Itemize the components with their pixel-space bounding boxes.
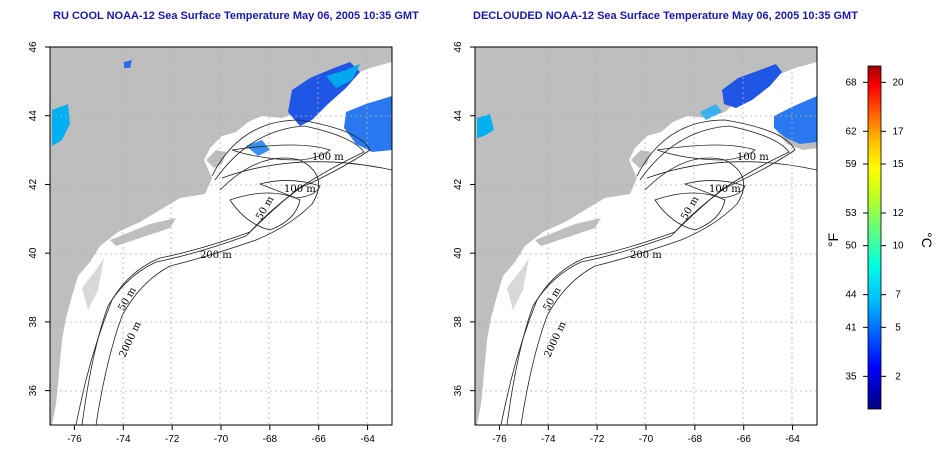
left-contour-label-100m-north: 100 m bbox=[312, 152, 344, 163]
left-sst-scotian bbox=[344, 96, 392, 152]
colorbar-fahrenheit-tick-label: 62 bbox=[845, 126, 857, 137]
left-contour-label-100m-south: 100 m bbox=[284, 184, 316, 195]
right-lat-tick-label: 42 bbox=[453, 178, 464, 190]
left-lon-tick-label: -70 bbox=[214, 434, 229, 445]
left-sst-inlet bbox=[124, 60, 132, 68]
right-lon-tick-label: -74 bbox=[541, 434, 556, 445]
colorbar-ticks: 68 20 62 17 59 15 53 12 50 10 44 7 41 5 35 2 bbox=[845, 77, 904, 382]
left-bathymetry-contours bbox=[75, 119, 392, 425]
right-lon-tick-label: -70 bbox=[639, 434, 654, 445]
right-lat-tick-label: 36 bbox=[453, 385, 464, 397]
left-lat-tick-label: 42 bbox=[28, 178, 39, 190]
right-lon-tick-label: -68 bbox=[688, 434, 703, 445]
colorbar-celsius-tick-label: 12 bbox=[892, 208, 904, 219]
right-lat-tick-label: 40 bbox=[453, 247, 464, 259]
right-contour-label-200m: 200 m bbox=[630, 250, 662, 261]
left-sst-northwest bbox=[52, 104, 70, 146]
colorbar: 68 20 62 17 59 15 53 12 50 10 44 7 41 5 35 2 °F °C bbox=[825, 65, 935, 410]
right-contour-label-100m-south: 100 m bbox=[709, 184, 741, 195]
colorbar-celsius-tick-label: 5 bbox=[895, 322, 901, 333]
left-lat-tick-label: 44 bbox=[28, 110, 39, 122]
colorbar-celsius-tick-label: 10 bbox=[892, 241, 904, 252]
right-gridlines bbox=[475, 47, 817, 425]
right-lat-tick-label: 44 bbox=[453, 110, 464, 122]
colorbar-celsius-label: °C bbox=[919, 232, 935, 248]
left-lat-tick-label: 38 bbox=[28, 316, 39, 328]
left-chesapeake-bay bbox=[70, 290, 82, 340]
left-lon-tick-label: -66 bbox=[311, 434, 326, 445]
left-lon-tick-label: -74 bbox=[116, 434, 131, 445]
left-contour-label-200m: 200 m bbox=[200, 250, 232, 261]
right-chesapeake-bay bbox=[495, 290, 507, 340]
right-lon-tick-label: -64 bbox=[785, 434, 800, 445]
left-lon-tick-label: -64 bbox=[360, 434, 375, 445]
left-sst-bay-of-fundy bbox=[326, 64, 360, 88]
left-lon-tick-label: -68 bbox=[263, 434, 278, 445]
left-panel-title: RU COOL NOAA-12 Sea Surface Temperature … bbox=[53, 10, 419, 22]
left-land-delmarva bbox=[82, 258, 104, 310]
right-sst-gulf-of-maine bbox=[722, 64, 782, 108]
left-land-long-island bbox=[110, 218, 176, 246]
right-sst-northwest bbox=[477, 114, 494, 138]
right-bathymetry-contours bbox=[500, 119, 817, 425]
right-lat-tick-label: 38 bbox=[453, 316, 464, 328]
left-sst-georges bbox=[246, 140, 270, 156]
colorbar-fahrenheit-tick-label: 44 bbox=[845, 290, 857, 301]
right-lat-tick-label: 46 bbox=[453, 41, 464, 53]
right-land-cape-cod bbox=[631, 150, 651, 168]
colorbar-celsius-tick-label: 15 bbox=[892, 159, 904, 170]
colorbar-fahrenheit-tick-label: 50 bbox=[845, 241, 857, 252]
left-lat-tick-label: 46 bbox=[28, 41, 39, 53]
right-land-delmarva bbox=[507, 258, 529, 310]
right-lon-tick-label: -72 bbox=[590, 434, 605, 445]
left-land-mass bbox=[50, 47, 392, 425]
left-lon-tick-label: -76 bbox=[67, 434, 82, 445]
right-map-panel: 100 m 100 m 50 m 200 m 50 m 2000 m -76 -7… bbox=[453, 41, 818, 445]
left-map-panel: 100 m 100 m 50 m 200 m 50 m 2000 m -76 -7… bbox=[28, 41, 393, 445]
right-contour-label-100m-north: 100 m bbox=[737, 152, 769, 163]
colorbar-celsius-tick-label: 20 bbox=[892, 77, 904, 88]
colorbar-gradient bbox=[867, 65, 882, 410]
colorbar-celsius-tick-label: 7 bbox=[895, 290, 901, 301]
right-lon-tick-label: -66 bbox=[736, 434, 751, 445]
right-land-long-island bbox=[535, 218, 601, 246]
left-lat-tick-label: 40 bbox=[28, 247, 39, 259]
colorbar-celsius-tick-label: 2 bbox=[895, 371, 901, 382]
left-axis-ticks: -76 -74 -72 -70 -68 -66 -64 46 44 42 40 38 36 bbox=[28, 41, 375, 445]
right-sst-scotian bbox=[774, 96, 817, 144]
right-lon-tick-label: -76 bbox=[492, 434, 507, 445]
colorbar-fahrenheit-tick-label: 53 bbox=[845, 208, 857, 219]
colorbar-fahrenheit-tick-label: 59 bbox=[845, 159, 857, 170]
right-axis-ticks: -76 -74 -72 -70 -68 -66 -64 46 44 42 40 38 36 bbox=[453, 41, 800, 445]
colorbar-fahrenheit-tick-label: 41 bbox=[845, 322, 857, 333]
left-gridlines bbox=[50, 47, 392, 425]
left-lat-tick-label: 36 bbox=[28, 385, 39, 397]
colorbar-celsius-tick-label: 17 bbox=[892, 126, 904, 137]
colorbar-fahrenheit-tick-label: 35 bbox=[845, 371, 857, 382]
colorbar-fahrenheit-tick-label: 68 bbox=[845, 77, 857, 88]
left-lon-tick-label: -72 bbox=[165, 434, 180, 445]
left-land-cape-cod bbox=[206, 150, 226, 168]
right-land-mass bbox=[475, 47, 817, 425]
colorbar-fahrenheit-label: °F bbox=[825, 233, 841, 247]
right-panel-title: DECLOUDED NOAA-12 Sea Surface Temperatur… bbox=[473, 10, 858, 22]
